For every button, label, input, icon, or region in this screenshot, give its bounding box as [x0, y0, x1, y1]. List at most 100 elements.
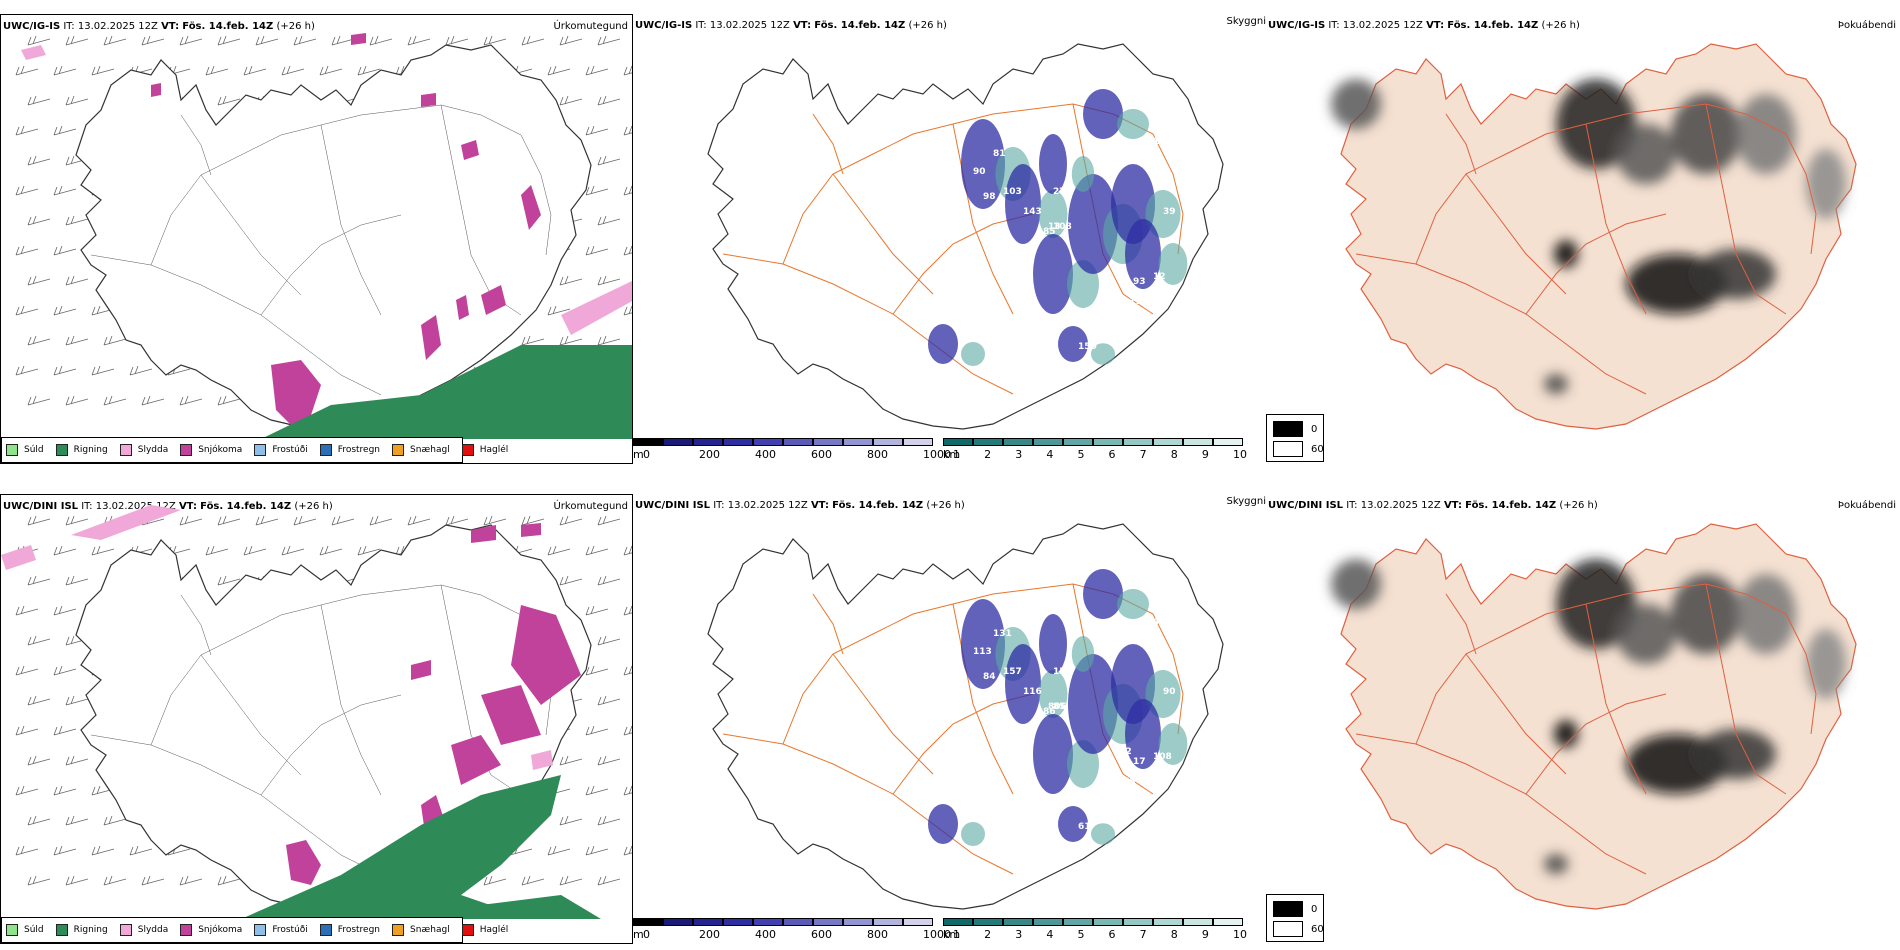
wind-barb [293, 35, 317, 46]
fog-area [1331, 79, 1381, 129]
wind-barb [129, 845, 153, 856]
wind-barb [357, 65, 381, 76]
wind-barb [623, 785, 632, 796]
fog-index-panel-row2: UWC/DINI ISL IT: 13.02.2025 12Z VT: Fös.… [1266, 494, 1900, 944]
wind-barb [521, 35, 545, 46]
fog-legend-swatch [1273, 441, 1303, 457]
wind-barb [597, 515, 621, 526]
precip-type-label: Úrkomutegund [553, 21, 628, 32]
colorbar-segment [693, 918, 723, 926]
legend-label: Snjókoma [198, 925, 243, 935]
wind-barb [559, 815, 583, 826]
colorbar-tick: 3 [1015, 928, 1023, 941]
legend-item: Snjókoma [180, 924, 242, 936]
legend-item: Snæhagl [392, 924, 450, 936]
wind-barb [65, 335, 89, 346]
legend-swatch [55, 924, 68, 936]
visibility-area [1117, 589, 1149, 619]
low-cloud-area [1083, 569, 1123, 619]
visibility-area [1117, 109, 1149, 139]
legend-label: Snæhagl [410, 925, 450, 935]
wind-barb [91, 65, 115, 76]
colorbar-tick: 4 [1046, 448, 1054, 461]
wind-barb [103, 335, 127, 346]
colorbar-tick: 400 [755, 928, 776, 941]
low-cloud-area [1058, 326, 1088, 362]
fog-area [1806, 149, 1846, 219]
colorbar-segment [1123, 918, 1153, 926]
wind-barb [559, 275, 583, 286]
low-cloud-area [928, 804, 958, 844]
cloud-base-value: 131 [993, 629, 1012, 639]
fog-index-map [1331, 43, 1857, 430]
cloud-base-value: 40 [1088, 147, 1101, 157]
colorbar-segment [1183, 438, 1213, 446]
wind-barb [15, 305, 39, 316]
wind-barb [65, 95, 89, 106]
precip-type-legend: Súld Rigning Slydda Snjókoma Frostúði Frostre… [1, 917, 508, 943]
cloud-base-value: 150 [1073, 312, 1092, 322]
wind-barb [597, 215, 621, 226]
wind-barb [27, 575, 51, 586]
low-cloud-area [1033, 714, 1073, 794]
cloud-base-value: 15 [1013, 257, 1026, 267]
colorbar-segment [943, 918, 973, 926]
wind-barb [585, 245, 609, 256]
visibility-area [1145, 670, 1181, 718]
wind-barb [597, 155, 621, 166]
wind-barb [243, 545, 267, 556]
fog-area [1736, 94, 1796, 174]
legend-item: Slydda [119, 924, 169, 936]
visibility-area [1071, 636, 1095, 672]
fog-legend-value: 60 [1311, 923, 1324, 935]
panel-title: UWC/DINI ISL IT: 13.02.2025 12Z VT: Fös.… [635, 500, 965, 511]
wind-barb [585, 125, 609, 136]
cloud-base-value: 40 [1153, 617, 1166, 627]
visibility-area [1038, 670, 1068, 718]
fog-legend-row: 0 [1273, 901, 1317, 917]
wind-barb [281, 65, 305, 76]
colorbar-segment [903, 918, 933, 926]
cloud-base-value: 75 [1113, 267, 1126, 277]
colorbar-segment [1153, 918, 1183, 926]
road-network [90, 104, 552, 396]
colorbar-tick: 4 [1046, 928, 1054, 941]
wind-barb [217, 395, 241, 406]
visibility-area [1071, 156, 1095, 192]
fog-area [1331, 559, 1381, 609]
fog-area [1696, 249, 1776, 299]
cloud-base-value: 13 [1048, 222, 1061, 232]
legend-swatch [180, 444, 193, 456]
colorbar-tick: 3 [1015, 448, 1023, 461]
wind-barb [483, 515, 507, 526]
legend-item: Haglél [461, 444, 508, 456]
legend-item: Frostregn [319, 444, 380, 456]
wind-barb [597, 635, 621, 646]
cloud-base-value: 86 [1043, 707, 1056, 717]
colorbar-tick: 6 [1108, 448, 1116, 461]
colorbar-segment [753, 918, 783, 926]
fog-areas [1331, 559, 1846, 874]
wind-barb [559, 755, 583, 766]
legend-label: Slydda [137, 925, 169, 935]
cloud-base-value: 102 [1113, 747, 1132, 757]
colorbar-tick: 800 [867, 448, 888, 461]
wind-barb [27, 815, 51, 826]
colorbar-unit: km [943, 928, 961, 941]
colorbar-segment [813, 438, 843, 446]
wind-barb [559, 95, 583, 106]
cloud-base-panel-row2: UWC/DINI ISL IT: 13.02.2025 12Z VT: Fös.… [633, 494, 1266, 944]
wind-barb [15, 725, 39, 736]
ceiling-colorbar: m 0 200 400 600 800 1000 [633, 918, 951, 944]
legend-item: Snjókoma [180, 444, 242, 456]
colorbar-tick: 8 [1170, 448, 1178, 461]
fog-index-map [1331, 523, 1857, 910]
visibility-area [1091, 823, 1115, 845]
fog-area [1556, 79, 1636, 169]
fog-area [1806, 629, 1846, 699]
legend-swatch [119, 444, 132, 456]
wind-barb [319, 545, 343, 556]
colorbar-segment [633, 918, 663, 926]
fog-legend-row: 60 [1273, 921, 1324, 937]
